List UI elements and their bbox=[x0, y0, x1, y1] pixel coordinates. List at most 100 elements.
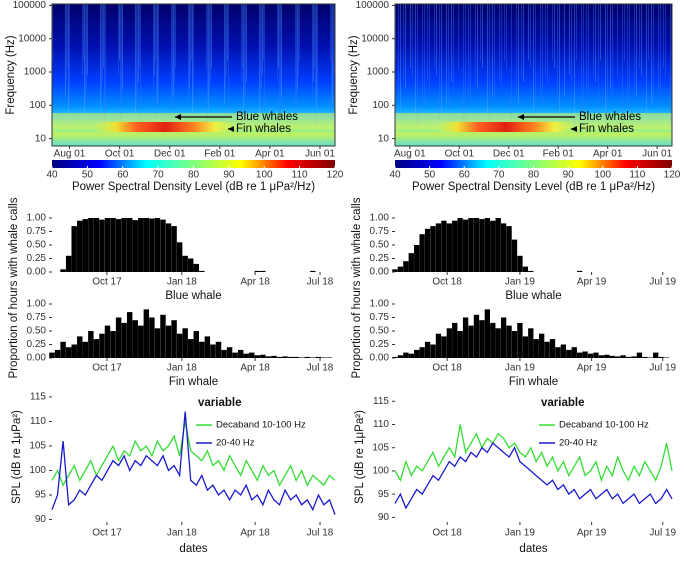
bar bbox=[115, 219, 122, 272]
x-tick-label: Jul 18 bbox=[307, 528, 334, 539]
bar bbox=[138, 325, 144, 358]
y-tick-label: 10 bbox=[35, 133, 47, 144]
bar bbox=[555, 347, 561, 358]
bar bbox=[138, 218, 144, 272]
bar bbox=[121, 218, 127, 272]
bar bbox=[468, 325, 474, 358]
legend-label: Decaband 10-100 Hz bbox=[559, 420, 649, 431]
x-tick-label: Apr 01 bbox=[255, 149, 285, 160]
bar bbox=[598, 355, 605, 358]
colorbar-tick-label: 40 bbox=[389, 170, 401, 181]
bar bbox=[511, 239, 518, 272]
x-tick-label: Jan 19 bbox=[505, 528, 535, 539]
bar bbox=[452, 322, 458, 358]
colorbar-tick-label: 60 bbox=[117, 170, 129, 181]
bar bbox=[154, 328, 161, 358]
y-tick-label: 0.25 bbox=[27, 253, 47, 264]
bar bbox=[462, 219, 469, 272]
x-tick-label: Jul 19 bbox=[649, 277, 676, 288]
bar bbox=[326, 357, 333, 358]
bar bbox=[631, 356, 637, 358]
arrow-head bbox=[228, 126, 234, 132]
bar bbox=[88, 218, 94, 272]
bar bbox=[490, 322, 496, 358]
line-series bbox=[51, 421, 336, 487]
bar bbox=[126, 312, 133, 358]
x-tick-label: Jan 19 bbox=[505, 277, 535, 288]
y-tick-label: 110 bbox=[373, 419, 389, 430]
x-tick-label: Jul 19 bbox=[649, 363, 676, 374]
y-tick-label: 90 bbox=[35, 514, 47, 525]
bar bbox=[149, 317, 155, 358]
colorbar-tick-label: 60 bbox=[459, 170, 471, 181]
bar bbox=[254, 355, 261, 358]
bar bbox=[538, 333, 545, 358]
bar bbox=[154, 218, 161, 272]
x-tick-label: Jan 18 bbox=[167, 528, 197, 539]
bar bbox=[310, 357, 316, 358]
colorbar-tick-label: 100 bbox=[594, 170, 611, 181]
annotation: Blue whales bbox=[236, 111, 298, 123]
bar bbox=[625, 356, 632, 358]
bar bbox=[49, 352, 55, 358]
bar bbox=[424, 228, 431, 272]
bar bbox=[104, 218, 111, 272]
bar bbox=[528, 328, 534, 358]
y-tick-label: 0.75 bbox=[27, 226, 47, 237]
colorbar-tick-label: 120 bbox=[327, 170, 344, 181]
bar bbox=[99, 219, 105, 272]
legend-title: variable bbox=[198, 397, 241, 409]
bar bbox=[143, 309, 150, 358]
x-tick-label: Jan 18 bbox=[167, 277, 197, 288]
bar bbox=[93, 218, 100, 272]
bar bbox=[495, 218, 501, 272]
bar bbox=[193, 263, 199, 272]
bar bbox=[88, 331, 94, 358]
annotation: Fin whales bbox=[236, 123, 291, 135]
x-tick-label: Apr 19 bbox=[577, 363, 607, 374]
bar bbox=[577, 270, 583, 272]
y-tick-label: 100000 bbox=[13, 0, 47, 11]
bar bbox=[71, 226, 77, 272]
y-tick-label: 95 bbox=[378, 489, 390, 500]
colorbar-tick-label: 120 bbox=[664, 170, 681, 181]
y-tick-label: 0.50 bbox=[27, 326, 47, 337]
bar bbox=[462, 317, 469, 358]
bar bbox=[435, 223, 442, 272]
legend-label: Decaband 10-100 Hz bbox=[216, 420, 306, 431]
bar bbox=[232, 352, 238, 358]
x-axis-label: Blue whale bbox=[165, 290, 221, 302]
bar bbox=[430, 226, 436, 272]
bar bbox=[435, 333, 442, 358]
y-tick-label: 0.00 bbox=[370, 267, 390, 278]
bar bbox=[473, 314, 480, 358]
line-series bbox=[394, 424, 673, 483]
bar bbox=[182, 328, 188, 358]
bar bbox=[490, 220, 496, 272]
x-tick-label: Jan 18 bbox=[167, 363, 197, 374]
colorbar-tick-label: 50 bbox=[82, 170, 94, 181]
bar bbox=[468, 218, 474, 272]
bar bbox=[321, 357, 327, 358]
line-series bbox=[394, 442, 673, 510]
bar bbox=[392, 356, 398, 358]
bar bbox=[430, 344, 436, 358]
y-tick-label: 10000 bbox=[361, 33, 389, 44]
y-axis-label: Proportion of hours with whale calls bbox=[351, 197, 363, 378]
bar bbox=[609, 355, 615, 358]
bar bbox=[620, 355, 626, 358]
bar bbox=[110, 218, 116, 272]
bar bbox=[549, 339, 556, 358]
bar bbox=[457, 331, 463, 358]
annotation: Fin whales bbox=[579, 123, 634, 135]
y-tick-label: 105 bbox=[372, 442, 389, 453]
bar bbox=[424, 341, 431, 358]
x-tick-label: Jan 19 bbox=[505, 363, 535, 374]
bar bbox=[414, 349, 420, 358]
colorbar-tick-label: 90 bbox=[223, 170, 235, 181]
y-axis-label: Frequency (Hz) bbox=[348, 35, 360, 114]
bar bbox=[310, 270, 316, 272]
bar bbox=[188, 339, 194, 358]
y-tick-label: 1.00 bbox=[370, 213, 390, 224]
